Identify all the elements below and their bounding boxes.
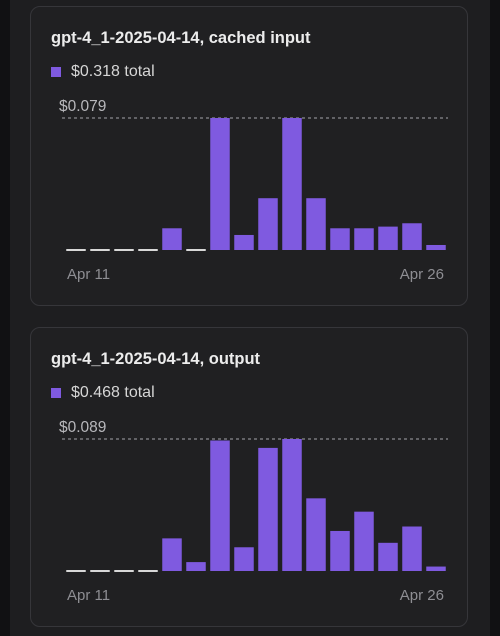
legend-swatch [51, 388, 61, 398]
bar-zero[interactable] [114, 249, 134, 251]
bar[interactable] [426, 244, 446, 250]
bar[interactable] [378, 542, 398, 571]
legend-total: $0.468 total [71, 384, 155, 401]
bar[interactable] [378, 226, 398, 250]
bar-zero[interactable] [138, 570, 158, 572]
right-edge [490, 0, 500, 636]
bar-chart-cached-input: $0.079 Apr 11 Apr 26 [59, 98, 448, 283]
bar[interactable] [330, 228, 350, 250]
bar[interactable] [234, 547, 254, 571]
bar[interactable] [426, 566, 446, 571]
cost-card-cached-input[interactable]: gpt-4_1-2025-04-14, cached input $0.318 … [30, 6, 468, 306]
bar[interactable] [282, 439, 302, 571]
legend-total: $0.318 total [71, 63, 155, 80]
bar[interactable] [282, 118, 302, 250]
y-max-label: $0.089 [59, 419, 106, 436]
x-tick-end: Apr 26 [400, 266, 444, 283]
x-tick-start: Apr 11 [67, 587, 110, 604]
bar[interactable] [210, 440, 230, 571]
x-tick-end: Apr 26 [400, 587, 444, 604]
legend: $0.318 total [51, 63, 155, 81]
bar-zero[interactable] [114, 570, 134, 572]
bar-zero[interactable] [186, 249, 206, 251]
bar[interactable] [354, 511, 374, 571]
bar[interactable] [402, 526, 422, 571]
bar[interactable] [162, 228, 182, 250]
legend-swatch [51, 67, 61, 77]
bar[interactable] [258, 447, 278, 571]
bar[interactable] [186, 562, 206, 571]
legend: $0.468 total [51, 384, 155, 402]
bar[interactable] [258, 198, 278, 250]
bar-zero[interactable] [90, 249, 110, 251]
bar[interactable] [402, 223, 422, 250]
bar-chart-output: $0.089 Apr 11 Apr 26 [59, 419, 448, 604]
bar-zero[interactable] [66, 570, 86, 572]
cost-card-output[interactable]: gpt-4_1-2025-04-14, output $0.468 total … [30, 327, 468, 627]
x-tick-start: Apr 11 [67, 266, 110, 283]
bar-zero[interactable] [138, 249, 158, 251]
bar-zero[interactable] [90, 570, 110, 572]
bar[interactable] [234, 234, 254, 250]
y-max-label: $0.079 [59, 98, 106, 115]
bar[interactable] [330, 530, 350, 571]
bar[interactable] [162, 538, 182, 571]
left-edge [0, 0, 10, 636]
bar[interactable] [306, 198, 326, 250]
bar[interactable] [354, 228, 374, 250]
bar-zero[interactable] [66, 249, 86, 251]
card-title: gpt-4_1-2025-04-14, cached input [51, 29, 311, 47]
bar[interactable] [210, 118, 230, 250]
bar[interactable] [306, 498, 326, 571]
card-title: gpt-4_1-2025-04-14, output [51, 350, 261, 368]
